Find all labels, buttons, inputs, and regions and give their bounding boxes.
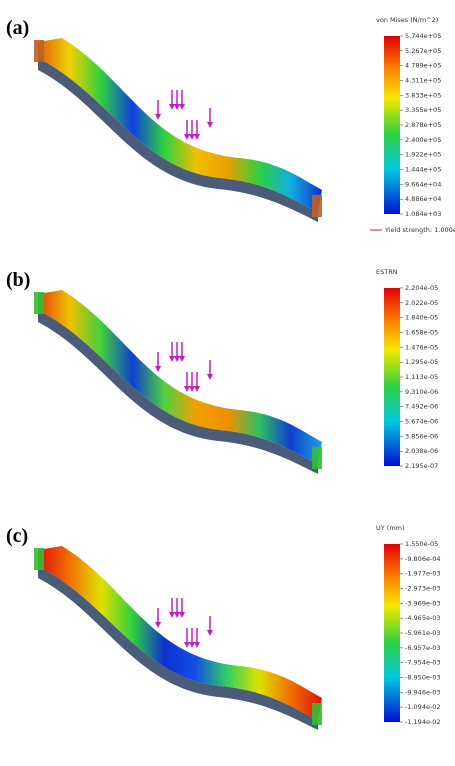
- beam: [38, 546, 322, 720]
- color-bar-label: -1.194e-02: [405, 718, 441, 726]
- fixture: [34, 292, 44, 314]
- fixture: [312, 195, 322, 217]
- color-bar-label: 4.886e+04: [405, 195, 441, 203]
- page: (a) von Mises (N/m^2) 5.744e+05 5.267e+05 4.…: [0, 0, 455, 766]
- color-bar-label: -1.977e-03: [405, 570, 441, 578]
- arrow-head: [174, 104, 180, 110]
- color-bar-label: 1.113e-05: [405, 373, 438, 381]
- color-bar-label: 7.492e-06: [405, 403, 438, 411]
- color-bar-label: 2.878e+05: [405, 121, 441, 129]
- color-bar-label: 9.664e+04: [405, 180, 441, 188]
- beam: [38, 290, 322, 464]
- arrow-head: [184, 386, 190, 392]
- arrow-head: [194, 386, 200, 392]
- arrow-head: [169, 612, 175, 618]
- yield-note: Yield strength: 1.000e+0: [384, 226, 455, 234]
- arrow-head: [207, 374, 213, 380]
- panel: (b) ESTRN 2.204e-05 2.022e-05 1.840e-05 1.658…: [6, 268, 438, 474]
- color-bar-label: -9.946e-03: [405, 688, 441, 696]
- arrow-head: [189, 642, 195, 648]
- color-bar-label: 1.922e+05: [405, 151, 441, 159]
- arrow-head: [169, 104, 175, 110]
- arrow-head: [194, 642, 200, 648]
- arrow-head: [155, 366, 161, 372]
- legend-title: UY (mm): [376, 524, 405, 532]
- arrow-head: [174, 356, 180, 362]
- arrow-head: [155, 114, 161, 120]
- color-bar-label: -9.806e-04: [405, 555, 441, 563]
- color-bar-label: 5.674e-06: [405, 418, 438, 426]
- color-bar-label: -6.957e-03: [405, 644, 441, 652]
- arrow-head: [179, 356, 185, 362]
- color-bar-label: 5.744e+05: [405, 32, 441, 40]
- legend-title: von Mises (N/m^2): [376, 16, 438, 24]
- figure: (a) von Mises (N/m^2) 5.744e+05 5.267e+05 4.…: [0, 0, 455, 766]
- panel-label: (b): [6, 269, 30, 291]
- color-bar-label: 4.789e+05: [405, 62, 441, 70]
- color-bar-label: 1.084e+03: [405, 210, 441, 218]
- color-bar-label: -8.950e-03: [405, 674, 441, 682]
- color-bar-label: 9.310e-06: [405, 388, 438, 396]
- color-bar-label: -2.973e-03: [405, 585, 441, 593]
- panel: (a) von Mises (N/m^2) 5.744e+05 5.267e+05 4.…: [6, 16, 455, 234]
- arrow-head: [169, 356, 175, 362]
- color-bar-label: 2.022e-05: [405, 299, 438, 307]
- arrow-head: [174, 612, 180, 618]
- fixture: [312, 447, 322, 469]
- beam: [38, 38, 322, 212]
- color-bar-label: 2.400e+05: [405, 136, 441, 144]
- arrow-head: [179, 104, 185, 110]
- arrow-head: [189, 134, 195, 140]
- color-bar-label: -7.954e-03: [405, 659, 441, 667]
- color-bar: [384, 288, 400, 466]
- arrow-head: [184, 642, 190, 648]
- color-bar-label: 4.311e+05: [405, 77, 441, 85]
- color-bar-label: 2.204e-05: [405, 284, 438, 292]
- legend-title: ESTRN: [376, 268, 398, 276]
- fixture: [312, 703, 322, 725]
- color-bar-label: -3.969e-03: [405, 599, 441, 607]
- arrow-head: [155, 622, 161, 628]
- color-bar-label: 1.658e-05: [405, 329, 438, 337]
- panel: (c) UY (mm)1.550e-05 -9.806e-04 -1.977e-03 -…: [6, 524, 441, 730]
- color-bar-label: 2.038e-06: [405, 447, 438, 455]
- arrow-head: [194, 134, 200, 140]
- color-bar: [384, 544, 400, 722]
- color-bar-label: 1.550e-05: [405, 540, 438, 548]
- arrow-head: [207, 630, 213, 636]
- arrow-head: [189, 386, 195, 392]
- color-bar-label: -1.094e-02: [405, 703, 441, 711]
- color-bar-label: 2.195e-07: [405, 462, 438, 470]
- panel-label: (a): [6, 17, 29, 39]
- panel-label: (c): [6, 525, 28, 547]
- arrow-head: [179, 612, 185, 618]
- color-bar-label: 3.856e-06: [405, 432, 438, 440]
- fixture: [34, 548, 44, 570]
- color-bar-label: 3.833e+05: [405, 91, 441, 99]
- color-bar-label: 1.476e-05: [405, 343, 438, 351]
- color-bar-label: 1.295e-05: [405, 358, 438, 366]
- arrow-head: [184, 134, 190, 140]
- arrow-head: [207, 122, 213, 128]
- color-bar-label: 1.444e+05: [405, 166, 441, 174]
- color-bar-label: -5.961e-03: [405, 629, 441, 637]
- fixture: [34, 40, 44, 62]
- color-bar: [384, 36, 400, 214]
- color-bar-label: 3.355e+05: [405, 106, 441, 114]
- color-bar-label: -4.965e-03: [405, 614, 441, 622]
- color-bar-label: 5.267e+05: [405, 47, 441, 55]
- color-bar-label: 1.840e-05: [405, 314, 438, 322]
